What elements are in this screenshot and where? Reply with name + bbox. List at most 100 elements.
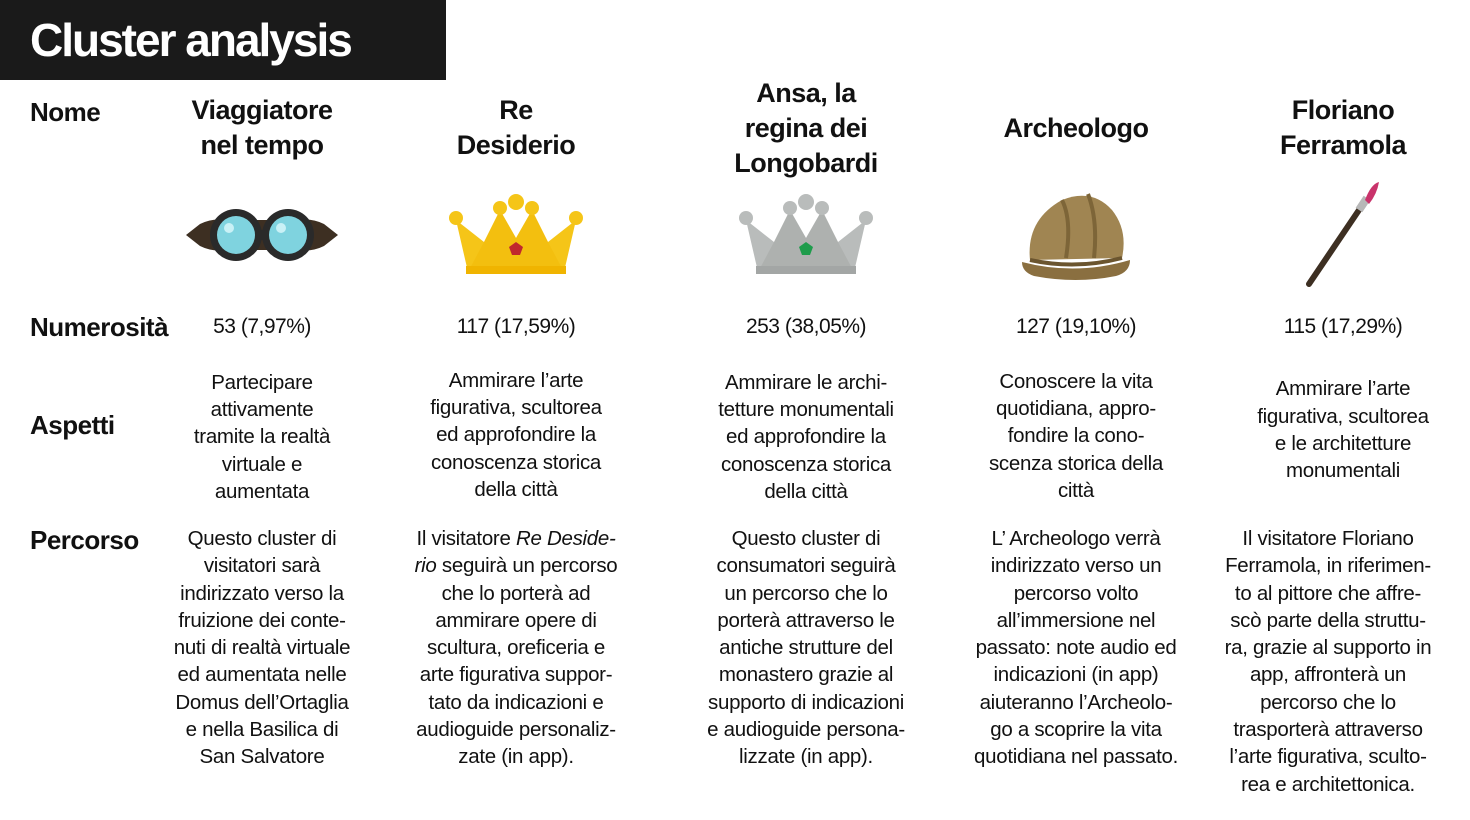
aspect-line: fondire la cono-	[1007, 424, 1145, 448]
path-text: seguirà un percorso	[436, 554, 618, 578]
path-line: fruizione dei conte-	[178, 608, 346, 632]
cluster-column: Archeologo	[961, 73, 1191, 183]
cluster-name-line: Desiderio	[456, 130, 576, 160]
path-line: Il visitatore Re Deside-	[396, 525, 636, 552]
path-line: ed aumentata nelle	[177, 663, 347, 687]
cluster-path: Il visitatore Re Deside- rio seguirà un …	[396, 525, 636, 771]
cluster-name-line: Archeologo	[1003, 112, 1149, 143]
cluster-name-line: Longobardi	[734, 147, 878, 178]
path-line: zate (in app).	[458, 745, 574, 769]
cluster-count: 253 (38,05%)	[745, 315, 867, 338]
gold-crown-icon	[436, 180, 596, 290]
path-line: L’ Archeologo verrà	[991, 527, 1161, 550]
cluster-aspects: Conoscere la vita quotidiana, appro- fon…	[956, 366, 1196, 506]
cluster-count: 127 (19,10%)	[1015, 315, 1137, 338]
cluster-column: Ansa, la regina dei Longobardi	[691, 73, 921, 183]
path-line: scultura, oreficeria e	[427, 636, 605, 660]
cluster-name: Floriano Ferramola	[1228, 73, 1458, 183]
path-line: tato da indicazioni e	[428, 690, 604, 714]
row-label-aspetti: Aspetti	[30, 410, 115, 440]
path-line: Domus dell’Ortaglia	[175, 690, 349, 714]
path-line: Ferramola, in riferimen-	[1225, 554, 1431, 578]
aspect-line: Ammirare le archi-	[724, 370, 888, 394]
path-line: visitatori sarà	[203, 554, 321, 578]
silver-crown-icon	[726, 180, 886, 290]
aspect-line: tramite la realtà	[193, 425, 331, 449]
path-line: percorso volto	[1013, 581, 1139, 605]
cluster-name: Ansa, la regina dei Longobardi	[691, 73, 921, 183]
cluster-count: 115 (17,29%)	[1283, 315, 1403, 338]
explorer-hat-icon	[996, 180, 1156, 290]
aspect-line: ed approfondire la	[726, 425, 886, 449]
cluster-name-line: Re	[499, 95, 533, 125]
path-line: supporto di indicazioni	[708, 690, 904, 714]
path-line: percorso che lo	[1260, 690, 1396, 714]
path-line: audioguide personaliz-	[416, 718, 616, 742]
path-line: Il visitatore Floriano	[1242, 527, 1414, 550]
cluster-name-line: nel tempo	[200, 130, 324, 160]
aspect-line: ed approfondire la	[436, 423, 596, 447]
cluster-name-line: Ferramola	[1279, 130, 1407, 160]
aspect-line: conoscenza storica	[720, 452, 892, 476]
cluster-name-line: regina dei	[744, 112, 868, 143]
aspect-line: tetture monumentali	[718, 398, 894, 422]
path-line: aiuteranno l’Archeolo-	[979, 690, 1173, 714]
path-line: consumatori seguirà	[716, 554, 896, 578]
cluster-column: Viaggiatore nel tempo	[147, 73, 377, 183]
cluster-name-line: Floriano	[1291, 95, 1395, 125]
aspect-line: attivamente	[210, 398, 314, 422]
path-line: lizzate (in app).	[739, 745, 873, 769]
path-text: Il visitatore	[416, 527, 516, 550]
path-line: indirizzato verso un	[990, 554, 1162, 578]
goggles-icon	[182, 180, 342, 290]
path-line: all’immersione nel	[996, 608, 1156, 632]
cluster-count: 117 (17,59%)	[456, 315, 576, 338]
aspect-line: quotidiana, appro-	[996, 397, 1156, 421]
path-emphasis: Re Deside-	[515, 527, 616, 550]
path-line: to al pittore che affre-	[1234, 581, 1422, 605]
aspect-line: figurativa, scultorea	[1257, 404, 1429, 428]
cluster-name: Viaggiatore nel tempo	[147, 73, 377, 183]
path-line: rio seguirà un percorso	[396, 552, 636, 579]
cluster-path: Il visitatore Floriano Ferramola, in rif…	[1206, 525, 1451, 798]
path-line: quotidiana nel passato.	[974, 745, 1178, 769]
path-line: indicazioni (in app)	[993, 663, 1159, 687]
path-line: San Salvatore	[199, 745, 325, 769]
cluster-column: Floriano Ferramola	[1228, 73, 1458, 183]
cluster-aspects: Ammirare l’arte figurativa, scultorea ed…	[396, 365, 636, 505]
aspect-line: conoscenza storica	[430, 450, 602, 474]
path-line: Questo cluster di	[731, 527, 881, 550]
cluster-name-line: Viaggiatore	[191, 95, 333, 125]
row-label-percorso: Percorso	[30, 525, 139, 555]
aspect-line: aumentata	[214, 479, 310, 503]
path-line: e nella Basilica di	[185, 718, 339, 742]
aspect-line: scenza storica della	[988, 451, 1164, 475]
aspect-line: città	[1057, 478, 1095, 502]
page-title: Cluster analysis	[0, 0, 446, 80]
path-line: indirizzato verso la	[180, 581, 344, 605]
path-line: arte figurativa suppor-	[419, 663, 613, 687]
path-line: nuti di realtà virtuale	[173, 636, 351, 660]
aspect-line: virtuale e	[221, 452, 303, 476]
row-label-nome: Nome	[30, 97, 101, 127]
cluster-name: Re Desiderio	[401, 73, 631, 183]
path-line: che lo porterà ad	[441, 581, 591, 605]
aspect-line: Ammirare l’arte	[1275, 377, 1411, 401]
path-line: l’arte figurativa, sculto-	[1229, 745, 1427, 769]
cluster-aspects: Ammirare le archi- tetture monumentali e…	[686, 367, 926, 507]
path-line: rea e architettonica.	[1241, 772, 1415, 796]
cluster-aspects: Ammirare l’arte figurativa, scultorea e …	[1223, 360, 1463, 500]
path-line: monastero grazie al	[718, 663, 894, 687]
aspect-line: Partecipare	[211, 370, 313, 394]
cluster-aspects: Partecipare attivamente tramite la realt…	[142, 367, 382, 507]
row-label-numerosita: Numerosità	[30, 312, 169, 342]
path-line: go a scoprire la vita	[990, 718, 1162, 742]
path-line: ra, grazie al supporto in	[1224, 636, 1432, 660]
paintbrush-icon	[1263, 180, 1423, 290]
aspect-line: della città	[474, 477, 558, 501]
cluster-path: Questo cluster di consumatori seguirà un…	[686, 525, 926, 771]
aspect-line: Conoscere la vita	[999, 369, 1153, 393]
path-line: scò parte della struttu-	[1230, 608, 1426, 632]
path-line: e audioguide persona-	[707, 718, 905, 742]
path-line: Questo cluster di	[187, 527, 337, 550]
